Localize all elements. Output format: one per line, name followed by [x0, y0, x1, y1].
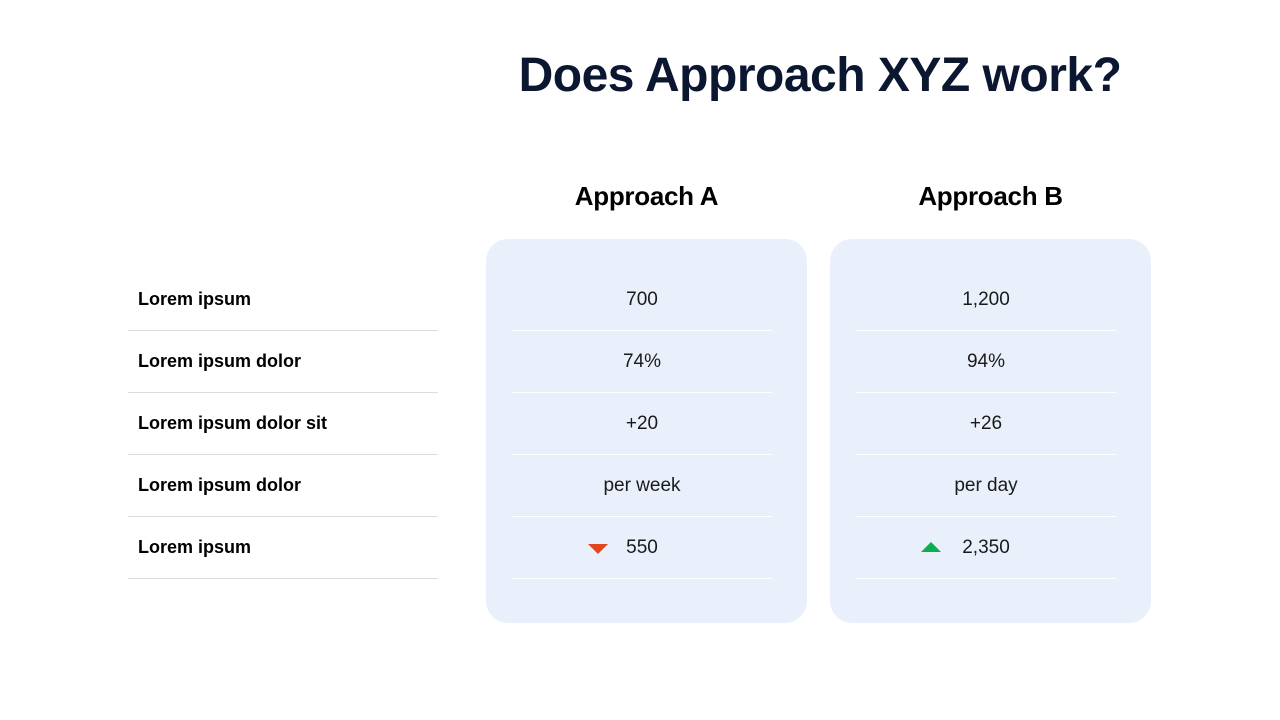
column-header-approach-b: Approach B — [918, 181, 1063, 211]
cell-value: 74% — [622, 350, 662, 372]
cell-value: +20 — [625, 412, 659, 434]
table-cell: 2,350 — [856, 517, 1116, 579]
row-label: Lorem ipsum — [128, 269, 438, 331]
table-cell: +26 — [856, 393, 1116, 455]
approach-b-card: 1,200 94% +26 per day 2,350 — [830, 239, 1151, 623]
page-title: Does Approach XYZ work? — [518, 49, 1122, 102]
approach-b-values: 1,200 94% +26 per day 2,350 — [856, 269, 1116, 579]
cell-value: 550 — [626, 536, 658, 558]
approach-a-values: 700 74% +20 per week 550 — [512, 269, 772, 579]
table-cell: 1,200 — [856, 269, 1116, 331]
cell-value: +26 — [969, 412, 1003, 434]
table-cell: 94% — [856, 331, 1116, 393]
row-label: Lorem ipsum dolor sit — [128, 393, 438, 455]
cell-value: 700 — [626, 288, 658, 310]
approach-a-card: 700 74% +20 per week 550 — [486, 239, 807, 623]
table-cell: +20 — [512, 393, 772, 455]
cell-value: 2,350 — [962, 536, 1010, 558]
table-cell: 74% — [512, 331, 772, 393]
table-cell: 700 — [512, 269, 772, 331]
up-triangle-icon — [921, 541, 941, 552]
row-labels: Lorem ipsum Lorem ipsum dolor Lorem ipsu… — [128, 269, 438, 579]
cell-value: 94% — [966, 350, 1006, 372]
row-label: Lorem ipsum dolor — [128, 455, 438, 517]
down-triangle-icon — [588, 543, 608, 554]
table-cell: 550 — [512, 517, 772, 579]
cell-value: per week — [603, 474, 681, 496]
cell-value: per day — [954, 474, 1018, 496]
row-label: Lorem ipsum — [128, 517, 438, 579]
table-cell: per day — [856, 455, 1116, 517]
cell-value: 1,200 — [962, 288, 1010, 310]
table-cell: per week — [512, 455, 772, 517]
column-header-approach-a: Approach A — [574, 181, 719, 211]
row-label: Lorem ipsum dolor — [128, 331, 438, 393]
